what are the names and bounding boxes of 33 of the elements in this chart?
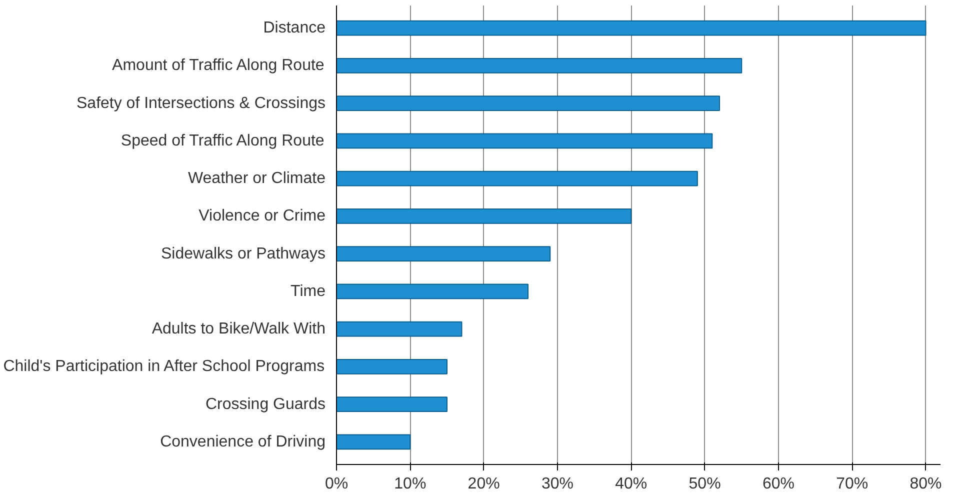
x-tick-label: 0%	[324, 476, 348, 492]
y-tick-label: Distance	[263, 20, 326, 37]
y-tick-label: Safety of Intersections & Crossings	[76, 94, 326, 112]
y-tick-label: Violence or Crime	[198, 208, 326, 225]
bar	[336, 58, 742, 74]
y-tick-label: Adults to Bike/Walk With	[152, 320, 326, 338]
bar	[336, 20, 926, 36]
bar	[336, 321, 462, 337]
bar	[336, 133, 713, 149]
y-tick-label: Speed of Traffic Along Route	[120, 132, 324, 150]
x-tick-label: 50%	[688, 476, 721, 492]
bar	[336, 284, 529, 300]
y-tick-label: Crossing Guards	[205, 396, 326, 413]
x-tick-label: 60%	[762, 476, 794, 492]
x-tick-label: 70%	[836, 476, 868, 492]
x-tick-label: 30%	[541, 476, 574, 492]
bar	[336, 170, 698, 186]
bar	[336, 246, 551, 262]
y-tick-label: Time	[290, 282, 326, 300]
x-tick-label: 40%	[615, 476, 648, 492]
x-tick-label: 80%	[910, 476, 942, 492]
bar	[336, 96, 720, 111]
bar	[336, 359, 448, 374]
y-tick-label: Amount of Traffic Along Route	[112, 57, 324, 74]
bar	[336, 208, 632, 224]
bar	[336, 434, 411, 450]
y-tick-label: Weather or Climate	[188, 170, 326, 188]
x-tick-label: 10%	[394, 476, 426, 492]
y-tick-label: Convenience of Driving	[160, 433, 326, 450]
x-tick-label: 20%	[468, 476, 500, 492]
y-tick-label: Child's Participation in After School Programs	[3, 358, 325, 376]
bar	[336, 396, 448, 412]
y-tick-label: Sidewalks or Pathways	[160, 245, 326, 262]
